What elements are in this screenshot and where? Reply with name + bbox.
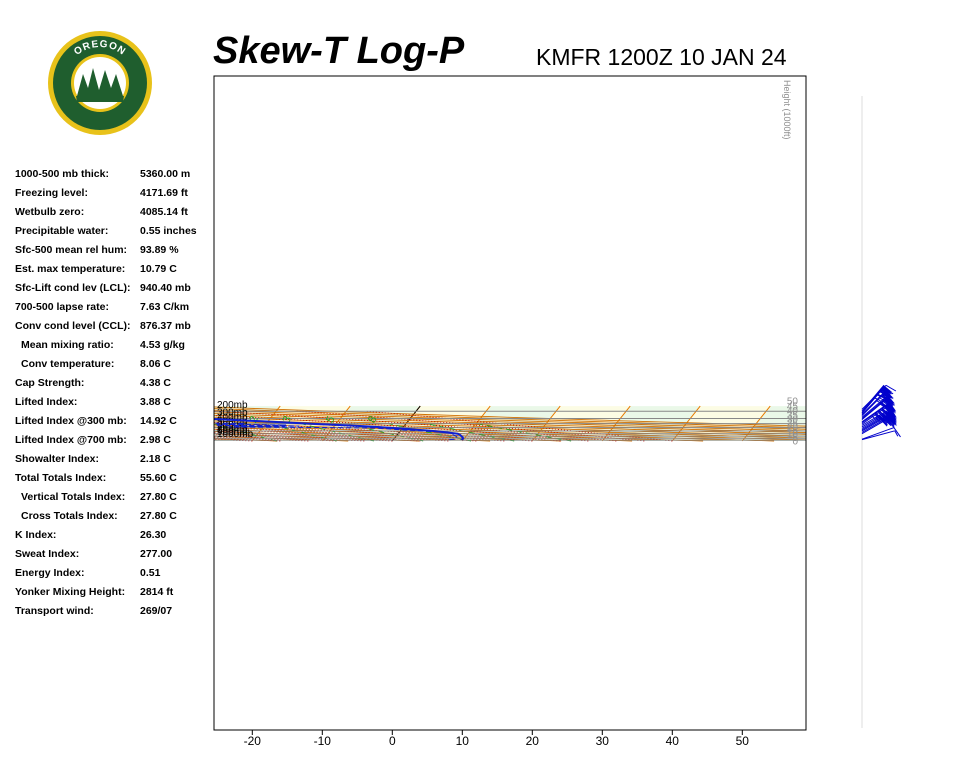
x-axis-tick-label: 0 (389, 734, 396, 748)
x-axis-tick-label: 50 (736, 734, 750, 748)
plot-area: 0.4 1 2 3 5 81000mb900mb800mb700mb600mb500mb4… (0, 76, 960, 730)
x-axis-tick-label: -10 (314, 734, 332, 748)
isotherm-band (42, 406, 140, 441)
height-axis-label: Height (1000ft) (782, 80, 792, 140)
isotherm-band (0, 406, 70, 441)
x-axis-tick-label: -20 (244, 734, 262, 748)
pressure-label: 200mb (217, 400, 248, 411)
mixing-ratio-label: 1 (194, 414, 207, 425)
isotherm-line (812, 406, 840, 441)
isotherm-line (112, 406, 140, 441)
height-tick-label: 50 (787, 397, 799, 408)
isotherm-line (182, 406, 210, 441)
x-axis-tick-label: 20 (526, 734, 540, 748)
plot-background (214, 76, 806, 730)
wind-barb (862, 431, 898, 440)
isotherm-band (112, 406, 210, 441)
dry-adiabat (0, 406, 206, 441)
x-axis-tick-label: 40 (666, 734, 680, 748)
x-axis-tick-label: 30 (596, 734, 610, 748)
isotherm-line (42, 406, 70, 441)
mixing-ratio-label: 0.4 (127, 410, 144, 429)
wind-barb-staff (862, 431, 895, 440)
x-axis-tick-label: 10 (456, 734, 470, 748)
mixing-ratio-line (147, 424, 203, 441)
wind-barbs (862, 96, 901, 728)
